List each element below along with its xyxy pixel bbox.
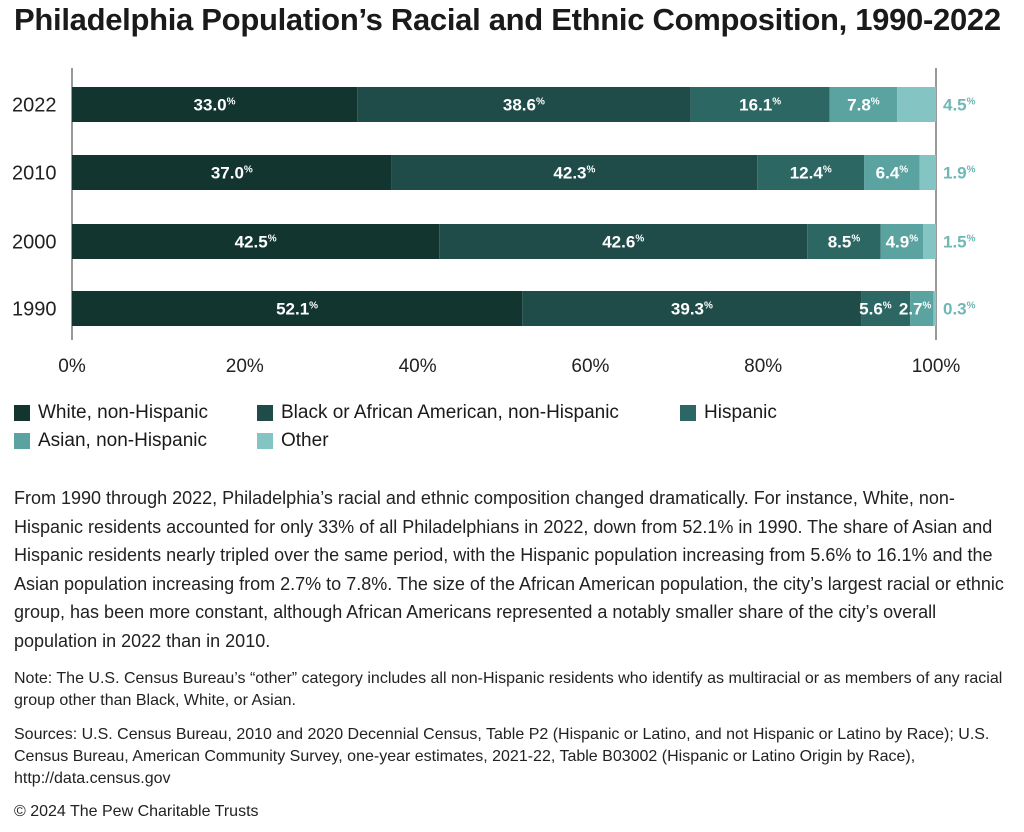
legend-item-hispanic: Hispanic [680, 402, 777, 424]
data-label-white-2010: 37.0% [211, 164, 253, 183]
data-label-hispanic-2022: 16.1% [739, 96, 781, 115]
bar-hispanic-1990 [861, 291, 911, 326]
bar-other-2010 [919, 155, 936, 190]
legend-label-white: White, non-Hispanic [38, 402, 209, 423]
legend-item-asian: Asian, non-Hispanic [14, 430, 207, 452]
data-label-black-2010: 42.3% [553, 164, 595, 183]
legend-item-other: Other [257, 430, 329, 452]
data-label-black-2000: 42.6% [602, 233, 644, 252]
bar-white-2000 [72, 224, 440, 259]
bar-hispanic-2000 [807, 224, 881, 259]
legend-swatch-other [257, 433, 273, 449]
data-label-other-2022: 4.5% [943, 96, 976, 115]
data-label-white-2022: 33.0% [194, 96, 236, 115]
bar-other-2000 [923, 224, 936, 259]
category-label-1990: 1990 [12, 299, 57, 321]
legend-swatch-asian [14, 433, 30, 449]
bar-hispanic-2010 [757, 155, 865, 190]
stacked-bar-chart: 2022 33.0% 38.6% 16.1% 7.8% 4.5%2010 37.0% 42.3… [12, 68, 976, 377]
x-tick-label-20: 20% [226, 356, 264, 377]
bar-asian-1990 [910, 291, 934, 326]
bar-hispanic-2022 [690, 87, 830, 122]
bar-asian-2000 [880, 224, 924, 259]
copyright-text: © 2024 The Pew Charitable Trusts [14, 803, 259, 820]
bar-black-1990 [522, 291, 862, 326]
legend-label-asian: Asian, non-Hispanic [38, 430, 207, 451]
data-label-hispanic-2010: 12.4% [790, 164, 832, 183]
data-label-black-1990: 39.3% [671, 300, 713, 319]
legend-swatch-black [257, 405, 273, 421]
bar-asian-2010 [864, 155, 920, 190]
bar-white-2010 [72, 155, 392, 190]
bar-asian-2022 [829, 87, 898, 122]
bar-white-1990 [72, 291, 523, 326]
legend-swatch-hispanic [680, 405, 696, 421]
legend-label-black: Black or African American, non-Hispanic [281, 402, 619, 423]
bar-other-2022 [897, 87, 936, 122]
bar-white-2022 [72, 87, 358, 122]
sources-text: Sources: U.S. Census Bureau, 2010 and 20… [14, 726, 990, 787]
bar-black-2000 [439, 224, 808, 259]
data-label-other-1990: 0.3% [943, 300, 976, 319]
x-tick-label-60: 60% [571, 356, 609, 377]
x-tick-label-40: 40% [399, 356, 437, 377]
x-tick-label-100: 100% [912, 356, 961, 377]
legend-label-other: Other [281, 430, 329, 451]
category-label-2010: 2010 [12, 163, 57, 185]
chart-title: Philadelphia Population’s Racial and Eth… [14, 2, 1001, 37]
bar-black-2010 [391, 155, 758, 190]
legend-swatch-white [14, 405, 30, 421]
legend-item-black: Black or African American, non-Hispanic [257, 402, 619, 424]
data-label-other-2010: 1.9% [943, 164, 976, 183]
x-tick-label-0: 0% [58, 356, 86, 377]
data-label-other-2000: 1.5% [943, 233, 976, 252]
data-label-white-1990: 52.1% [276, 300, 318, 319]
x-tick-label-80: 80% [744, 356, 782, 377]
category-label-2022: 2022 [12, 95, 57, 117]
category-label-2000: 2000 [12, 232, 57, 254]
legend-label-hispanic: Hispanic [704, 402, 777, 423]
legend-item-white: White, non-Hispanic [14, 402, 208, 424]
data-label-white-2000: 42.5% [235, 233, 277, 252]
description-paragraph: From 1990 through 2022, Philadelphia’s r… [14, 488, 1004, 651]
note-text: Note: The U.S. Census Bureau’s “other” c… [14, 670, 1003, 709]
data-label-black-2022: 38.6% [503, 96, 545, 115]
bar-other-1990 [933, 291, 936, 326]
bar-black-2022 [357, 87, 691, 122]
